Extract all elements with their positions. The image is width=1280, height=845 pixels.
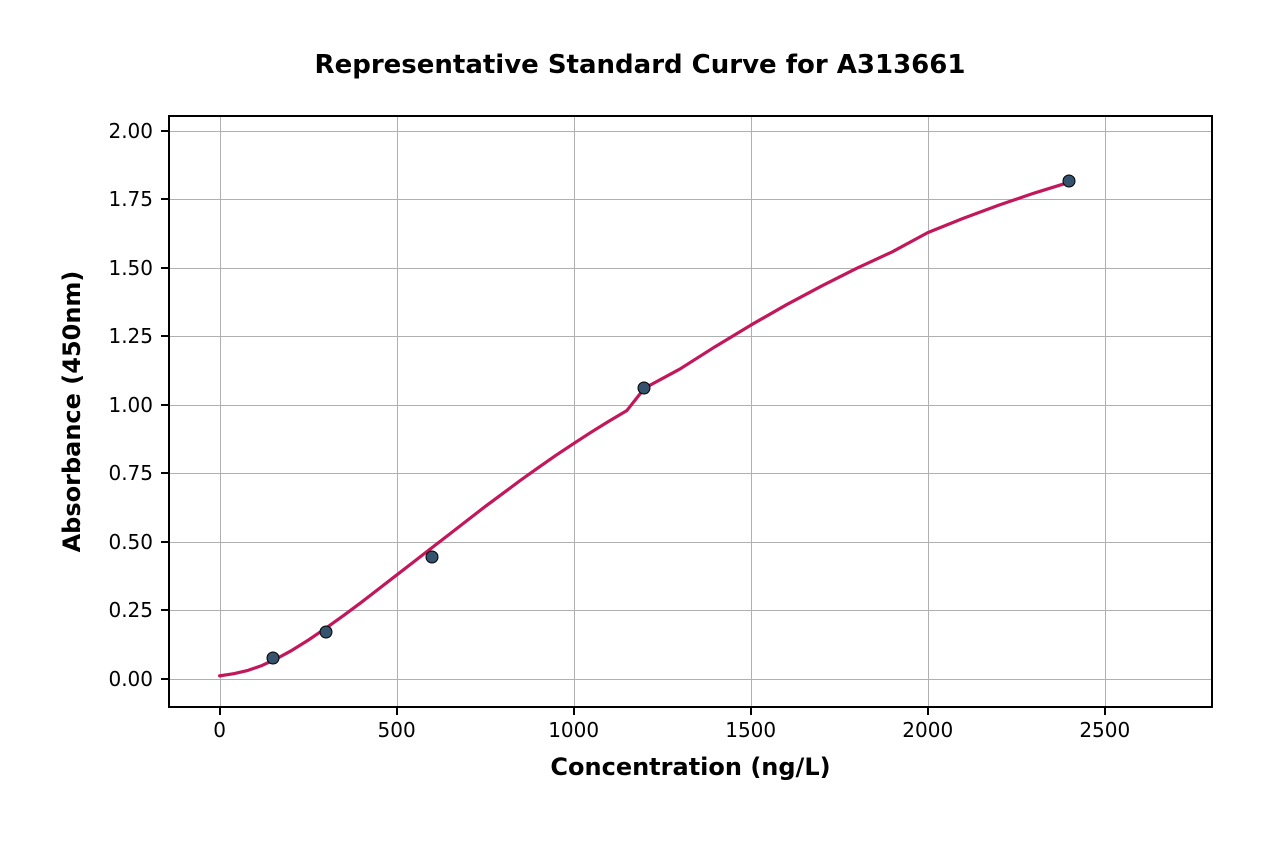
data-point-marker xyxy=(319,626,332,639)
x-tick-mark xyxy=(573,708,575,715)
x-axis-label: Concentration (ng/L) xyxy=(168,753,1213,781)
y-tick-mark xyxy=(161,198,168,200)
y-tick-label: 0.75 xyxy=(98,461,153,485)
y-tick-label: 1.25 xyxy=(98,324,153,348)
data-point-marker xyxy=(1063,175,1076,188)
y-tick-label: 1.00 xyxy=(98,393,153,417)
y-tick-mark xyxy=(161,267,168,269)
x-tick-mark xyxy=(396,708,398,715)
y-tick-mark xyxy=(161,678,168,680)
data-point-marker xyxy=(266,652,279,665)
data-point-marker xyxy=(638,382,651,395)
chart-title: Representative Standard Curve for A31366… xyxy=(0,50,1280,80)
chart-figure: Representative Standard Curve for A31366… xyxy=(0,0,1280,845)
y-tick-label: 1.75 xyxy=(98,187,153,211)
y-tick-mark xyxy=(161,541,168,543)
x-tick-mark xyxy=(219,708,221,715)
x-tick-label: 1500 xyxy=(725,718,776,742)
x-tick-mark xyxy=(927,708,929,715)
y-tick-mark xyxy=(161,130,168,132)
y-tick-mark xyxy=(161,404,168,406)
x-tick-label: 2500 xyxy=(1079,718,1130,742)
x-tick-label: 500 xyxy=(378,718,416,742)
x-tick-mark xyxy=(1104,708,1106,715)
y-axis-label: Absorbance (450nm) xyxy=(58,115,86,708)
x-tick-label: 1000 xyxy=(548,718,599,742)
plot-area xyxy=(168,115,1213,708)
standard-curve-line xyxy=(170,117,1211,706)
data-point-marker xyxy=(426,550,439,563)
x-tick-label: 2000 xyxy=(902,718,953,742)
y-tick-label: 0.25 xyxy=(98,598,153,622)
y-tick-mark xyxy=(161,609,168,611)
x-tick-label: 0 xyxy=(213,718,226,742)
y-tick-mark xyxy=(161,472,168,474)
y-tick-label: 0.50 xyxy=(98,530,153,554)
y-tick-label: 2.00 xyxy=(98,119,153,143)
x-tick-mark xyxy=(750,708,752,715)
y-tick-mark xyxy=(161,335,168,337)
y-tick-label: 0.00 xyxy=(98,667,153,691)
y-tick-label: 1.50 xyxy=(98,256,153,280)
